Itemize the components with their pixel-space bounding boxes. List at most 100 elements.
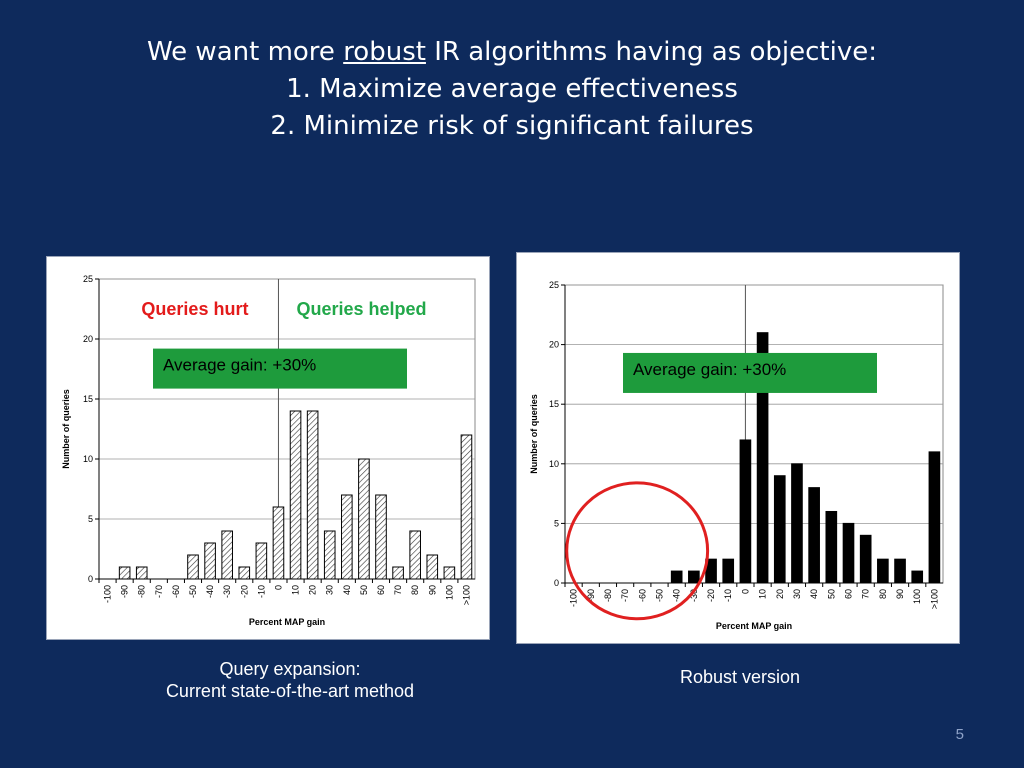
bar-30 — [791, 463, 803, 584]
x-tick-label: -100 — [103, 585, 113, 603]
x-tick-label: 70 — [393, 585, 403, 595]
y-axis-label: Number of queries — [529, 394, 539, 474]
y-tick-label: 10 — [83, 454, 93, 464]
x-tick-label: -10 — [723, 589, 733, 602]
x-tick-label: 60 — [376, 585, 386, 595]
y-tick-label: 15 — [83, 394, 93, 404]
bar-10 — [289, 410, 302, 580]
y-tick-label: 0 — [554, 578, 559, 588]
average-gain-label: Average gain: +30% — [633, 360, 786, 379]
x-tick-label: 30 — [792, 589, 802, 599]
bar--90 — [118, 566, 131, 580]
x-tick-label: 70 — [861, 589, 871, 599]
bar-60 — [375, 494, 387, 580]
x-tick-label: 0 — [740, 589, 750, 594]
failures-highlight-circle — [565, 481, 710, 621]
slide-title: We want more robust IR algorithms having… — [0, 34, 1024, 145]
plot-area — [564, 284, 944, 584]
bar--80 — [135, 566, 148, 580]
x-tick-label: -20 — [706, 589, 716, 602]
bar->100 — [460, 434, 473, 580]
chart-panel-robust: 0 5 10 15 20 25 -100 -90 -80 -70 -60 -50 -40 -30 -20 -1… — [516, 252, 960, 644]
x-tick-label: -80 — [137, 585, 147, 598]
x-tick-label: 80 — [410, 585, 420, 595]
x-tick-label: 0 — [273, 585, 283, 590]
x-tick-label: 40 — [809, 589, 819, 599]
page-number: 5 — [955, 726, 964, 743]
x-tick-label: 100 — [444, 585, 454, 600]
x-axis-label: Percent MAP gain — [249, 617, 325, 627]
y-tick-label: 0 — [88, 574, 93, 584]
bar--30 — [688, 570, 700, 584]
x-tick-label: -40 — [205, 585, 215, 598]
x-tick-label: -90 — [586, 589, 596, 602]
x-tick-label: 60 — [844, 589, 854, 599]
bar-40 — [808, 487, 820, 584]
bar--20 — [238, 566, 251, 580]
average-gain-box — [623, 352, 877, 393]
title-underlined-word: robust — [343, 37, 426, 67]
bar->100 — [928, 451, 941, 584]
x-tick-label: 30 — [325, 585, 335, 595]
x-tick-label: -60 — [637, 589, 647, 602]
x-tick-label: -60 — [171, 585, 181, 598]
x-tick-label: -30 — [222, 585, 232, 598]
x-tick-label: 100 — [912, 589, 922, 604]
average-gain-label: Average gain: +30% — [163, 356, 316, 375]
bar--10 — [255, 542, 268, 580]
bar-100 — [911, 570, 924, 584]
queries-hurt-label: Queries hurt — [141, 299, 248, 319]
chart-panel-query-expansion: 0 5 10 15 20 25 -100 -90 -80 -70 -60 -50 -40 -30 -20 -1… — [46, 256, 490, 640]
x-tick-label: 90 — [427, 585, 437, 595]
x-tick-label: -20 — [239, 585, 249, 598]
y-tick-label: 25 — [549, 280, 559, 290]
bar-0 — [272, 506, 285, 580]
queries-helped-label: Queries helped — [296, 299, 426, 319]
x-tick-label: 10 — [291, 585, 301, 595]
x-axis-label: Percent MAP gain — [716, 621, 792, 631]
bar-30 — [323, 530, 336, 580]
bar-90 — [894, 558, 906, 584]
x-tick-label: 50 — [826, 589, 836, 599]
x-tick-label: -70 — [620, 589, 630, 602]
bar-70 — [859, 534, 872, 584]
title-line-1: We want more robust IR algorithms having… — [146, 37, 877, 67]
x-tick-label: 90 — [895, 589, 905, 599]
caption-query-expansion: Query expansion: Current state-of-the-ar… — [90, 658, 490, 702]
bar-50 — [358, 458, 370, 580]
bar--40 — [204, 542, 216, 580]
x-tick-label: 20 — [308, 585, 318, 595]
bar-70 — [392, 566, 404, 580]
bar-20 — [773, 475, 786, 584]
average-gain-box — [153, 348, 407, 389]
x-tick-label: -50 — [188, 585, 198, 598]
bar-60 — [842, 522, 855, 584]
x-tick-label: -50 — [655, 589, 665, 602]
bar-50 — [825, 510, 838, 584]
bar--30 — [221, 530, 233, 580]
x-tick-label: 10 — [758, 589, 768, 599]
x-tick-label: 80 — [878, 589, 888, 599]
title-line-2: 1. Maximize average effectiveness — [286, 74, 738, 104]
bar-90 — [426, 554, 439, 580]
y-tick-label: 20 — [83, 334, 93, 344]
x-tick-label: -30 — [689, 589, 699, 602]
y-tick-label: 10 — [549, 459, 559, 469]
x-tick-label: 50 — [359, 585, 369, 595]
bar--50 — [187, 554, 199, 580]
bar-80 — [409, 530, 421, 580]
x-tick-label: >100 — [929, 589, 939, 609]
x-tick-label: -90 — [120, 585, 130, 598]
bar-40 — [341, 494, 353, 580]
x-tick-label: -80 — [603, 589, 613, 602]
bar-100 — [443, 566, 456, 580]
y-tick-label: 20 — [549, 340, 559, 350]
y-axis-label: Number of queries — [61, 389, 71, 469]
caption-left-line-2: Current state-of-the-art method — [165, 681, 415, 701]
y-tick-label: 25 — [83, 274, 93, 284]
bar--40 — [670, 570, 683, 584]
x-tick-label: 20 — [775, 589, 785, 599]
bar--10 — [722, 558, 735, 584]
